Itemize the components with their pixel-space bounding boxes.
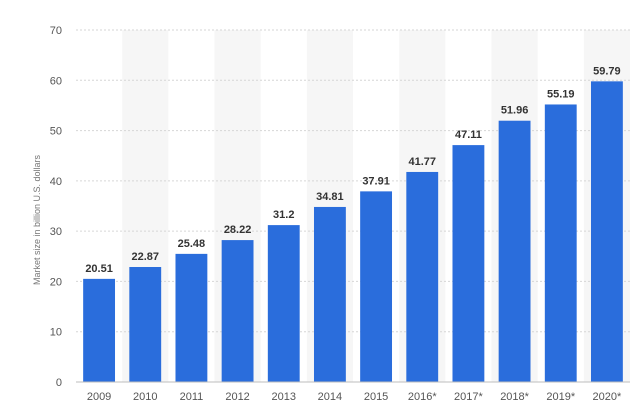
- y-tick-label: 60: [50, 75, 62, 87]
- bar-2015: [360, 191, 393, 382]
- data-labels: 20.51 22.87 25.48 28.22 31.2 34.81 37.91 41.77 4…: [85, 65, 620, 275]
- data-label-2013: 31.2: [273, 209, 294, 221]
- y-tick-label: 50: [50, 126, 62, 138]
- bar-2014: [313, 206, 346, 382]
- bar-2020*: [590, 81, 623, 383]
- x-tick-label-2016*: 2016*: [408, 391, 437, 403]
- data-label-2017*: 47.11: [455, 129, 482, 141]
- data-label-2014: 34.81: [316, 191, 344, 203]
- y-axis-label: Market size in billion U.S. dollars: [32, 154, 42, 285]
- x-tick-label-2009: 2009: [87, 391, 111, 403]
- bar-2018*: [498, 120, 531, 383]
- x-tick-label-2014: 2014: [318, 391, 342, 403]
- x-axis-ticks: 2009 2010 2011 2012 2013 2014 2015 2016* 2017* 20…: [87, 391, 622, 403]
- data-label-2018*: 51.96: [501, 105, 529, 117]
- bar-2017*: [452, 145, 485, 382]
- y-tick-label: 20: [50, 276, 62, 288]
- data-label-2009: 20.51: [85, 263, 113, 275]
- data-label-2010: 22.87: [131, 251, 159, 263]
- data-label-2016*: 41.77: [408, 156, 436, 168]
- bar-2013: [267, 225, 300, 382]
- data-label-2019*: 55.19: [547, 88, 575, 100]
- x-tick-label-2015: 2015: [364, 391, 388, 403]
- y-tick-label: 40: [50, 176, 62, 188]
- x-tick-label-2013: 2013: [272, 391, 296, 403]
- x-tick-label-2012: 2012: [225, 391, 249, 403]
- data-label-2015: 37.91: [362, 175, 390, 187]
- x-tick-label-2011: 2011: [180, 391, 204, 403]
- y-tick-label: 70: [50, 25, 62, 37]
- x-tick-label-2010: 2010: [133, 391, 157, 403]
- bar-2009: [83, 278, 116, 382]
- bars: [83, 81, 623, 383]
- data-label-2011: 25.48: [178, 238, 206, 250]
- data-label-2012: 28.22: [224, 224, 252, 236]
- bar-2019*: [544, 104, 577, 382]
- bar-2011: [175, 253, 208, 382]
- x-tick-label-2019*: 2019*: [546, 391, 575, 403]
- bar-2010: [129, 266, 162, 382]
- data-label-2020*: 59.79: [593, 65, 621, 77]
- y-tick-label: 0: [56, 377, 62, 389]
- bar-2012: [221, 240, 254, 382]
- x-tick-label-2018*: 2018*: [500, 391, 529, 403]
- y-tick-label: 30: [50, 226, 62, 238]
- x-tick-label-2017*: 2017*: [454, 391, 483, 403]
- bar-2016*: [406, 171, 439, 382]
- y-axis-ticks: 0 10 20 30 40 50 60 70: [50, 25, 62, 389]
- x-tick-label-2020*: 2020*: [593, 391, 622, 403]
- y-tick-label: 10: [50, 327, 62, 339]
- gridlines: [76, 29, 630, 333]
